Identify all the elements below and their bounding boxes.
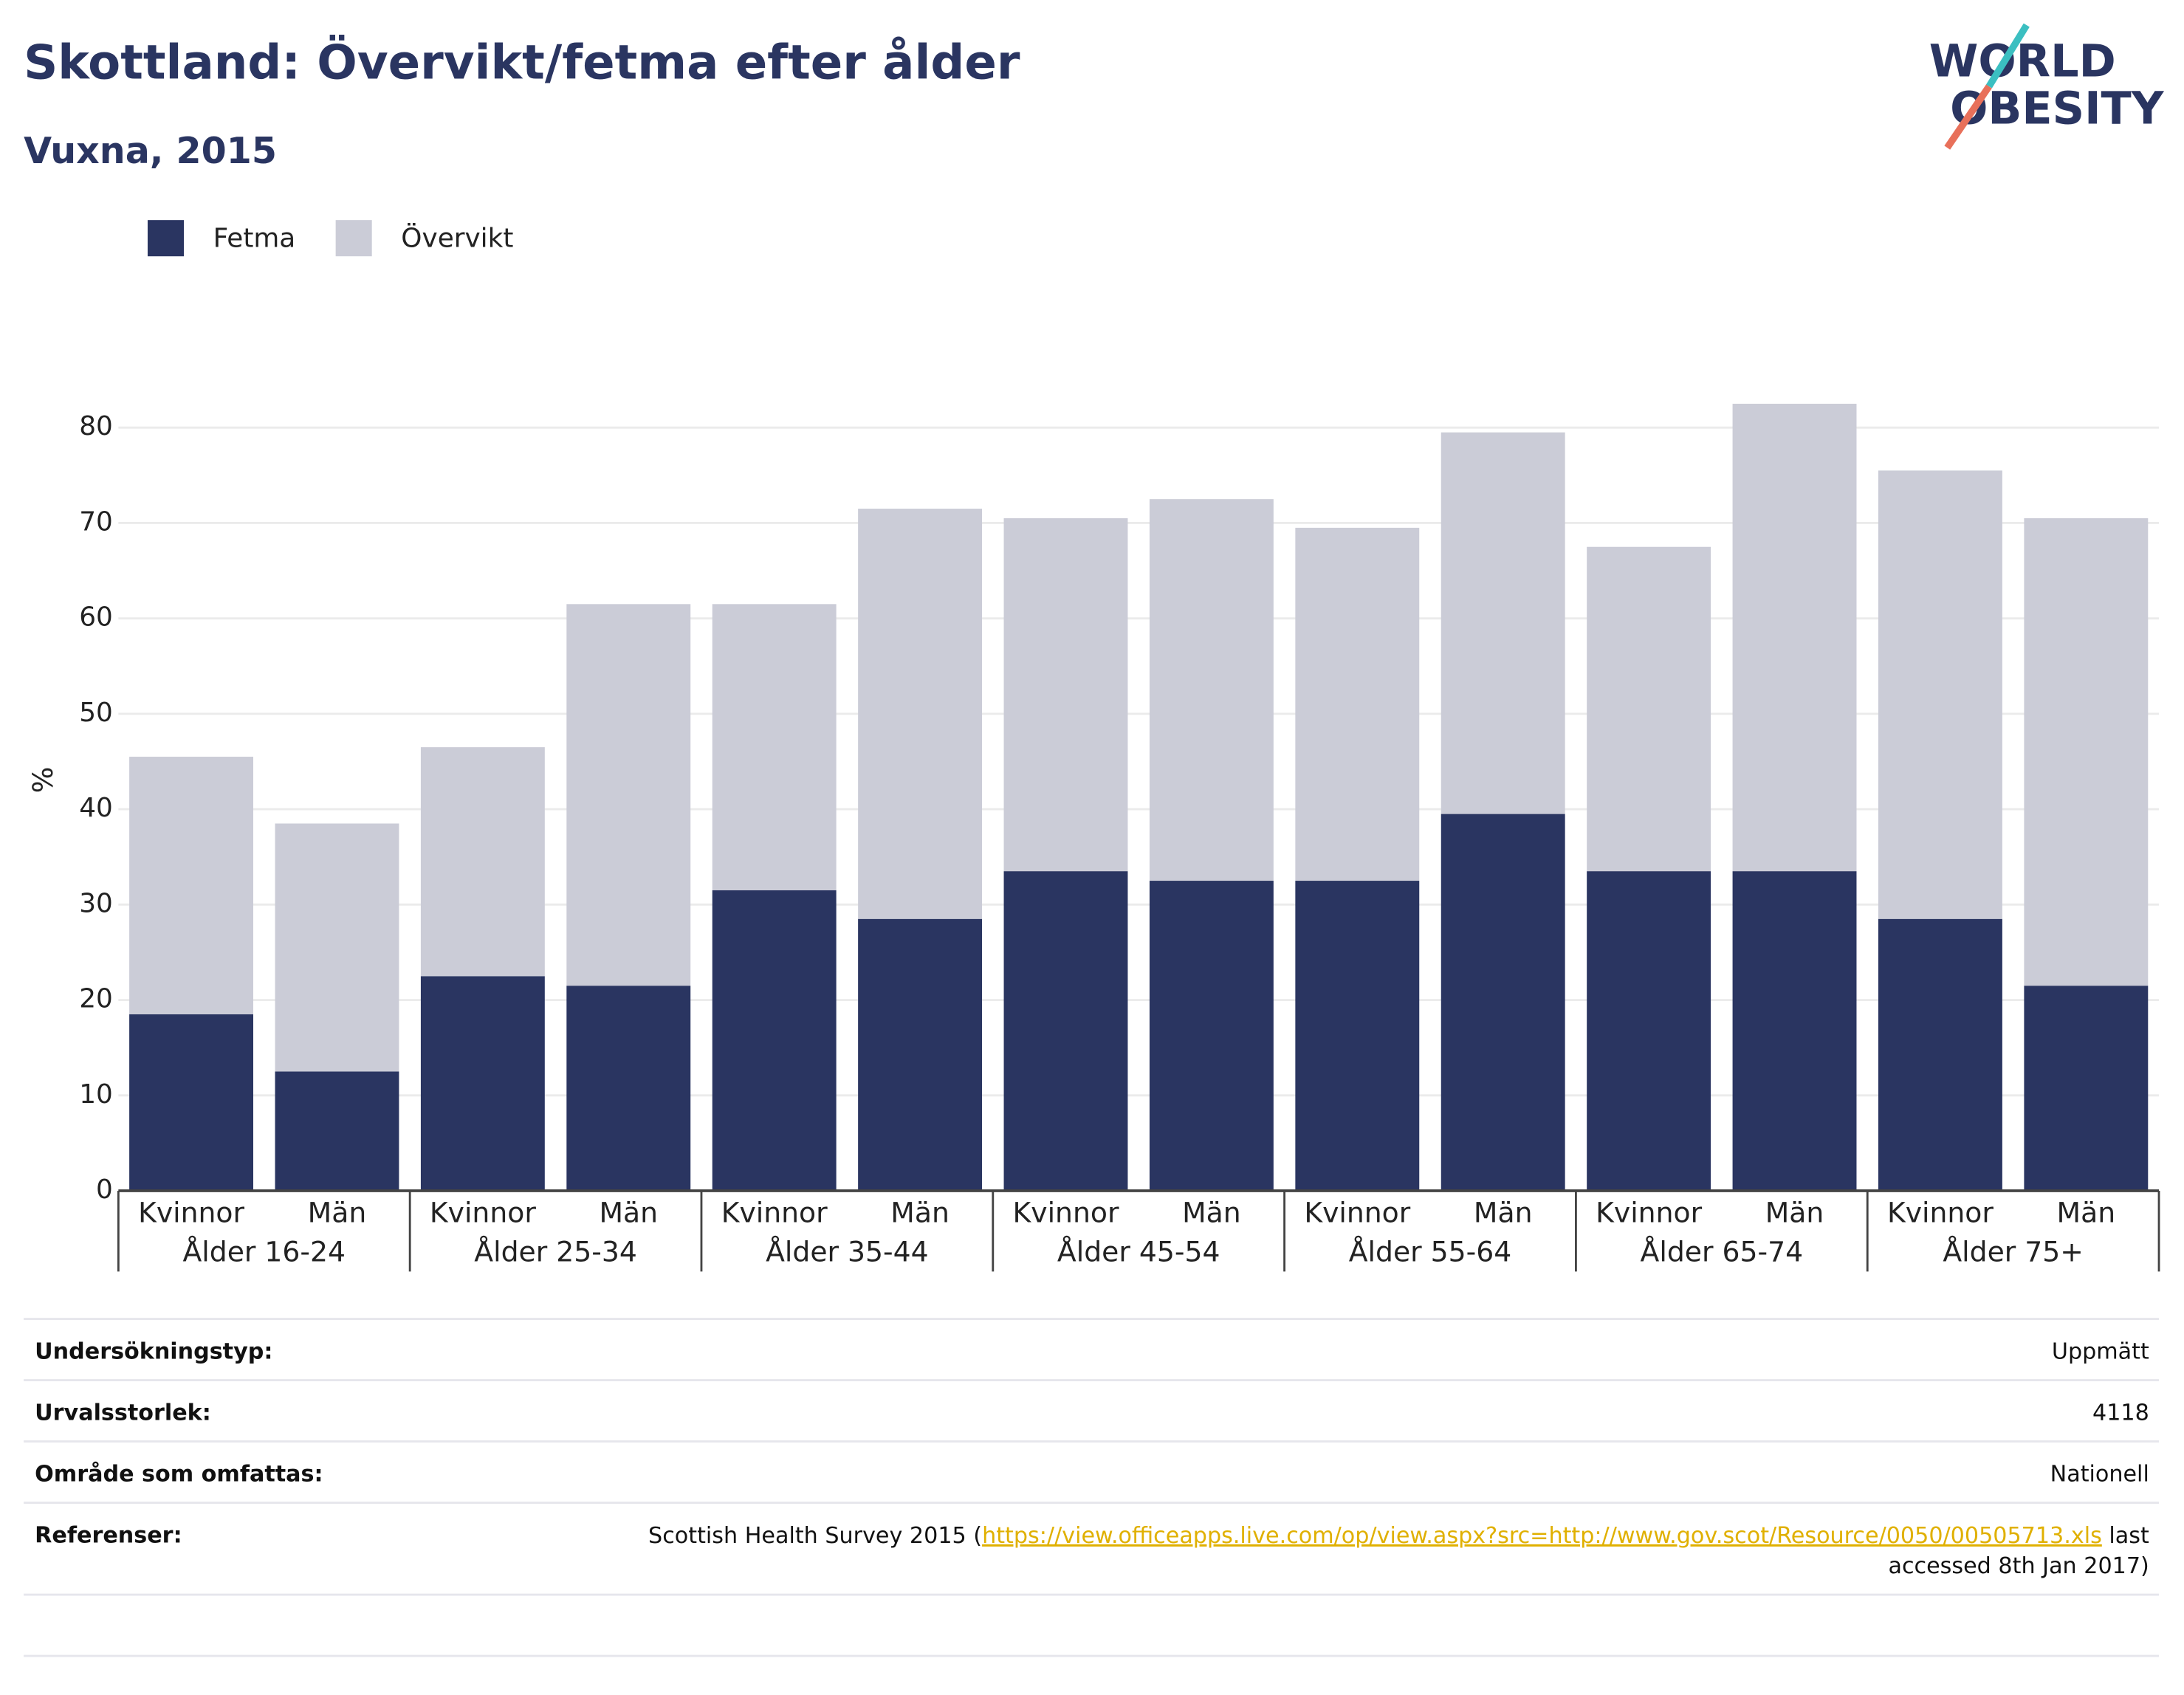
bar-segment — [1003, 871, 1128, 1192]
logo: WORLD OBESITY — [1929, 23, 2165, 150]
table-label: Referenser: — [35, 1522, 182, 1548]
bar-segment — [1732, 871, 1857, 1192]
bar-segment — [1003, 518, 1128, 872]
table-label: Urvalsstorlek: — [35, 1400, 211, 1426]
logo-slash — [1985, 23, 2030, 89]
group-label: Ålder 25-34 — [474, 1235, 637, 1268]
reference-text: Scottish Health Survey 2015 ( — [648, 1522, 982, 1548]
bar-segment — [420, 976, 545, 1192]
bar-segment — [129, 757, 254, 1014]
table-value: 4118 — [2092, 1400, 2149, 1426]
y-tick-label: 10 — [79, 1079, 113, 1110]
reference-text: accessed 8th Jan 2017) — [1888, 1553, 2149, 1579]
legend-swatch — [147, 220, 185, 257]
x-tick-label: Kvinnor — [430, 1197, 536, 1229]
x-tick-label: Män — [2057, 1197, 2116, 1229]
x-tick-label: Kvinnor — [1013, 1197, 1119, 1229]
bar-segment — [129, 1014, 254, 1192]
logo-slash — [1944, 84, 1992, 150]
x-tick-label: Kvinnor — [1887, 1197, 1994, 1229]
legend-label: Övervikt — [401, 223, 513, 254]
bar-segment — [2024, 986, 2149, 1192]
y-tick-label: 40 — [79, 793, 113, 823]
group-label: Ålder 65-74 — [1641, 1235, 1804, 1268]
table-value: Uppmätt — [2052, 1338, 2149, 1364]
group-label: Ålder 75+ — [1943, 1235, 2084, 1268]
group-label: Ålder 55-64 — [1349, 1235, 1512, 1268]
bar-segment — [566, 604, 691, 986]
bar-segment — [1295, 527, 1420, 881]
bar-segment — [1878, 470, 2002, 919]
y-tick-label: 60 — [79, 602, 113, 633]
logo-text: WORLD — [1929, 35, 2116, 87]
bar-segment — [1440, 814, 1565, 1192]
bar-segment — [1732, 403, 1857, 872]
reference-link[interactable]: https://view.officeapps.live.com/op/view… — [982, 1522, 2102, 1548]
x-tick-label: Män — [890, 1197, 950, 1229]
y-tick-label: 0 — [96, 1175, 113, 1205]
x-tick-label: Män — [599, 1197, 658, 1229]
x-tick-label: Män — [1765, 1197, 1824, 1229]
bar-segment — [712, 604, 837, 890]
bar-segment — [566, 986, 691, 1192]
group-label: Ålder 35-44 — [766, 1235, 929, 1268]
bar-segment — [1149, 499, 1274, 881]
bar-segment — [1295, 881, 1420, 1192]
x-tick-label: Kvinnor — [721, 1197, 828, 1229]
bar-segment — [420, 747, 545, 977]
x-tick-label: Kvinnor — [138, 1197, 244, 1229]
bar-segment — [1878, 918, 2002, 1192]
bar-segment — [1587, 871, 1711, 1192]
reference-text: Scottish Health Survey 2015 (https://vie… — [648, 1522, 2149, 1548]
bar-segment — [712, 890, 837, 1192]
group-label: Ålder 16-24 — [182, 1235, 346, 1268]
bar-segment — [275, 823, 399, 1072]
x-tick-label: Män — [1182, 1197, 1241, 1229]
x-tick-label: Kvinnor — [1304, 1197, 1410, 1229]
table-label: Område som omfattas: — [35, 1460, 323, 1487]
chart-subtitle: Vuxna, 2015 — [24, 129, 277, 172]
y-tick-label: 80 — [79, 411, 113, 441]
x-tick-label: Män — [1474, 1197, 1533, 1229]
table-value: Nationell — [2050, 1461, 2149, 1487]
bar-segment — [858, 509, 983, 919]
legend-label: Fetma — [213, 224, 296, 254]
x-tick-label: Män — [308, 1197, 367, 1229]
group-label: Ålder 45-54 — [1057, 1235, 1220, 1268]
x-tick-label: Kvinnor — [1596, 1197, 1702, 1229]
bar-segment — [858, 918, 983, 1192]
table-label: Undersökningstyp: — [35, 1338, 272, 1364]
legend-swatch — [335, 220, 372, 257]
y-tick-label: 50 — [79, 698, 113, 728]
bar-segment — [1440, 432, 1565, 814]
y-tick-label: 30 — [79, 888, 113, 918]
bar-segment — [1587, 546, 1711, 872]
y-tick-label: 70 — [79, 506, 113, 537]
y-axis-label: % — [27, 767, 59, 794]
bar-segment — [1149, 881, 1274, 1192]
reference-text: last — [2102, 1522, 2149, 1548]
bar-segment — [2024, 518, 2149, 986]
chart-title: Skottland: Övervikt/fetma efter ålder — [24, 34, 1020, 90]
y-tick-label: 20 — [79, 984, 113, 1014]
bar-segment — [275, 1071, 399, 1192]
